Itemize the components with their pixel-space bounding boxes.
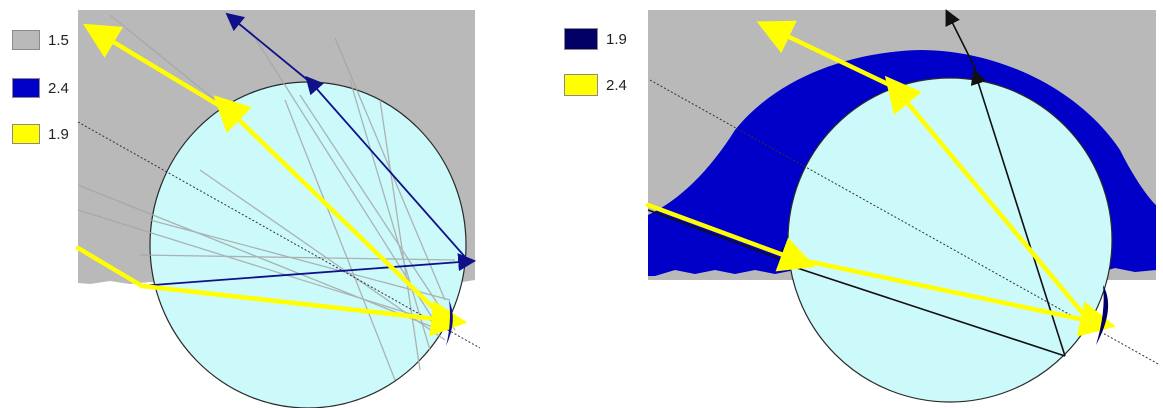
legend-label: 1.9	[606, 30, 627, 48]
legend-swatch-blue	[12, 78, 40, 98]
left-legend-item-2: 2.4	[12, 78, 69, 98]
right-legend-item-1: 1.9	[564, 28, 627, 50]
contact-sliver	[1096, 285, 1109, 345]
right-diagram: 1.9 2.4	[560, 0, 1163, 408]
legend-swatch-dark-blue	[564, 28, 598, 50]
optical-axis	[77, 121, 481, 349]
legend-swatch-yellow	[564, 74, 598, 96]
left-diagram-canvas	[75, 10, 481, 408]
left-diagram: 1.5 2.4 1.9	[0, 0, 560, 408]
legend-label: 1.5	[48, 31, 69, 49]
legend-swatch-yellow	[12, 124, 40, 144]
legend-swatch-gray	[12, 30, 40, 50]
blue-ray	[139, 12, 477, 287]
optical-axis	[649, 79, 1161, 366]
yellow-ray	[645, 20, 1116, 337]
legend-label: 2.4	[48, 79, 69, 97]
contact-sliver	[446, 300, 453, 346]
right-legend-item-2: 2.4	[564, 74, 627, 96]
yellow-ray	[75, 23, 468, 337]
left-legend-item-3: 1.9	[12, 124, 69, 144]
left-legend-item-1: 1.5	[12, 30, 69, 50]
legend-label: 2.4	[606, 76, 627, 94]
legend-label: 1.9	[48, 125, 69, 143]
right-diagram-canvas	[645, 9, 1161, 403]
